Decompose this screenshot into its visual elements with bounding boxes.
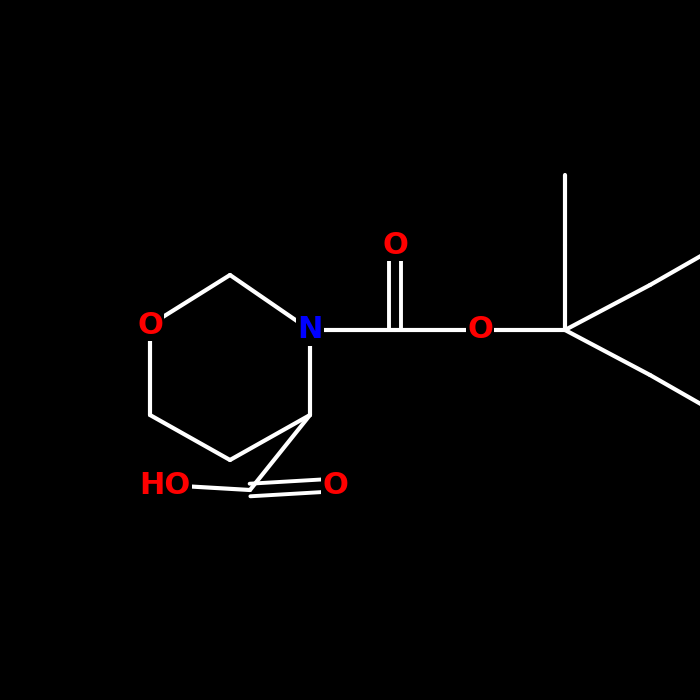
Text: O: O xyxy=(467,316,493,344)
Text: O: O xyxy=(322,470,348,500)
Text: O: O xyxy=(382,230,408,260)
Text: O: O xyxy=(137,311,163,340)
Text: N: N xyxy=(298,316,323,344)
Text: HO: HO xyxy=(139,470,190,500)
